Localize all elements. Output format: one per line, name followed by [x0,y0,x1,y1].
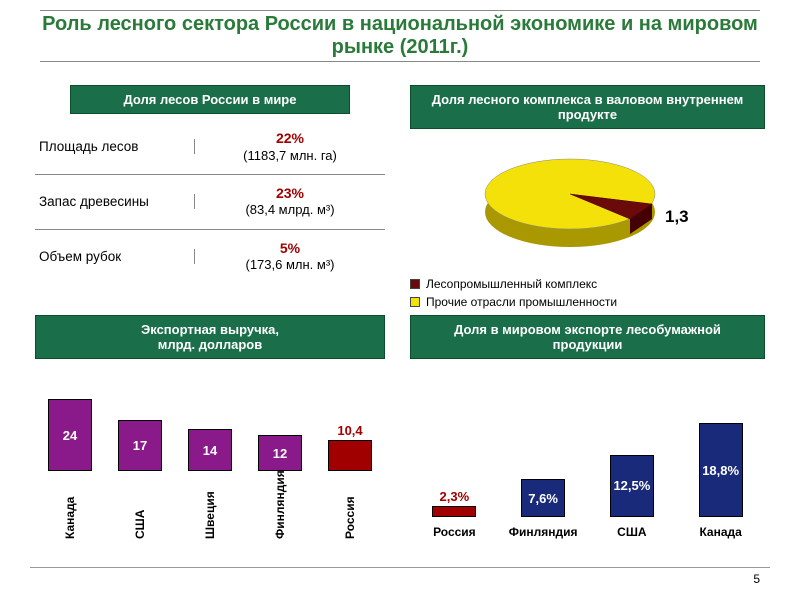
bar-group: 12,5% США [602,455,662,540]
export-revenue-chart: 24 Канада 17 США 14 Швеция 12 Финляндия 10,4 Росс… [35,369,385,539]
page-number: 5 [753,572,760,586]
bar-category: Швеция [203,479,217,539]
bar-category: США [133,479,147,539]
bar-value: 12,5% [613,478,650,493]
bar-value: 24 [63,428,77,443]
export-revenue-section: Экспортная выручка, млрд. долларов 24 Кан… [35,315,385,539]
export-revenue-header: Экспортная выручка, млрд. долларов [35,315,385,359]
legend-item: Прочие отрасли промышленности [410,295,765,309]
legend-item: Лесопромышленный комплекс [410,277,765,291]
row-pct: 23% [195,185,385,203]
bar: 12,5% [610,455,654,518]
bar-group: 2,3% Россия [424,506,484,540]
bar-value: 10,4 [329,423,371,438]
forest-share-section: Доля лесов России в мире Площадь лесов 2… [35,85,385,283]
table-row: Объем рубок 5% (173,6 млн. м³) [35,230,385,284]
world-export-header: Доля в мировом экспорте лесобумажной про… [410,315,765,359]
bar: 7,6% [521,479,565,517]
bar-category: Канада [63,479,77,539]
bar: 2,3% [432,506,476,518]
bar-value: 2,3% [433,489,475,504]
bar-category: Финляндия [509,525,578,539]
row-pct: 5% [195,240,385,258]
bar-group: 17 США [110,420,170,539]
row-value: 5% (173,6 млн. м³) [195,240,385,274]
row-detail: (1183,7 млн. га) [195,148,385,164]
bar-value: 18,8% [702,463,739,478]
bar: 24 [48,399,92,471]
gdp-share-section: Доля лесного комплекса в валовом внутрен… [410,85,765,313]
forest-share-rows: Площадь лесов 22% (1183,7 млн. га) Запас… [35,120,385,283]
pie-slice-label: 1,3 [665,207,689,226]
bar-group: 12 Финляндия [250,435,310,539]
bar-group: 18,8% Канада [691,423,751,539]
bar-value: 14 [203,443,217,458]
world-export-section: Доля в мировом экспорте лесобумажной про… [410,315,765,539]
row-label: Запас древесины [35,194,195,209]
bar: 10,4 [328,440,372,471]
forest-share-header: Доля лесов России в мире [70,85,350,114]
bar-value: 7,6% [528,491,558,506]
bar: 12 [258,435,302,471]
row-value: 23% (83,4 млрд. м³) [195,185,385,219]
table-row: Площадь лесов 22% (1183,7 млн. га) [35,120,385,175]
pie-legend: Лесопромышленный комплекс Прочие отрасли … [410,277,765,309]
row-detail: (83,4 млрд. м³) [195,202,385,218]
row-label: Объем рубок [35,249,195,264]
bar-category: Финляндия [273,479,287,539]
legend-text: Лесопромышленный комплекс [426,277,597,291]
bar-group: 14 Швеция [180,429,240,539]
row-detail: (173,6 млн. м³) [195,257,385,273]
table-row: Запас древесины 23% (83,4 млрд. м³) [35,175,385,230]
bar: 18,8% [699,423,743,517]
gdp-share-header: Доля лесного комплекса в валовом внутрен… [410,85,765,129]
bar-category: Россия [433,525,476,539]
legend-swatch [410,279,420,289]
bar-value: 17 [133,438,147,453]
page-title: Роль лесного сектора России в национальн… [40,10,760,62]
bar-group: 10,4 Россия [320,440,380,539]
bar-category: Россия [343,479,357,539]
bar-category: Канада [699,525,741,539]
bar-group: 7,6%Финляндия [513,479,573,539]
world-export-chart: 2,3%Россия7,6%Финляндия12,5%США18,8%Кана… [410,369,765,539]
legend-swatch [410,297,420,307]
pie-chart: 1,3 [410,139,765,269]
bar-category: США [617,525,646,539]
bar-value: 12 [273,446,287,461]
bar: 17 [118,420,162,471]
row-value: 22% (1183,7 млн. га) [195,130,385,164]
bar: 14 [188,429,232,471]
bar-group: 24 Канада [40,399,100,539]
bottom-rule [30,567,770,568]
row-pct: 22% [195,130,385,148]
row-label: Площадь лесов [35,139,195,154]
legend-text: Прочие отрасли промышленности [426,295,617,309]
